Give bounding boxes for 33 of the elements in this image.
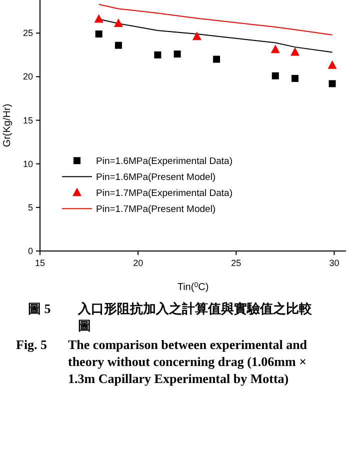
point: [328, 80, 336, 88]
line-series: [98, 4, 333, 36]
y-tick-label: 25: [22, 28, 33, 38]
legend-label: Pin=1.7MPa(Experimental Data): [96, 188, 232, 200]
point: [290, 47, 300, 56]
x-tick-label: 20: [133, 258, 144, 268]
point: [292, 74, 298, 82]
point: [114, 18, 123, 28]
y-tick-label: 10: [22, 158, 33, 169]
point: [114, 42, 122, 49]
text: 圖 5 入口形阻抗加入之計算值與實驗值之比較圖: [28, 301, 312, 333]
x-tick-label: 25: [231, 258, 242, 268]
x-axis-title: Tin($^{0}$C): [177, 282, 209, 293]
text: Fig. 5 The comparison between experimental and theory without concerning drag (1.06mm × 1.3m Capillary Experimental by Motta): [16, 337, 308, 386]
point: [174, 50, 181, 58]
legend-label: Pin=1.6MPa(Present Model): [96, 172, 216, 184]
legend-label: Pin=1.6MPa(Experimental Data): [96, 156, 232, 168]
point: [213, 56, 220, 63]
point: [94, 14, 104, 23]
x-tick-label: 15: [34, 258, 46, 268]
legend-label: Pin=1.7MPa(Present Model): [96, 204, 216, 216]
y-tick-label: 20: [22, 72, 33, 82]
y-tick-label: 5: [28, 202, 33, 212]
point: [154, 51, 162, 58]
point: [270, 44, 280, 54]
y-tick-label: 15: [22, 115, 33, 126]
y-tick-label: 0: [28, 246, 33, 256]
point: [95, 30, 102, 38]
x-tick-label: 30: [329, 258, 340, 268]
point: [192, 32, 202, 40]
point: [328, 60, 337, 69]
point: [272, 72, 279, 80]
y-axis-title: Gr(Kg/Hr): [2, 104, 13, 148]
